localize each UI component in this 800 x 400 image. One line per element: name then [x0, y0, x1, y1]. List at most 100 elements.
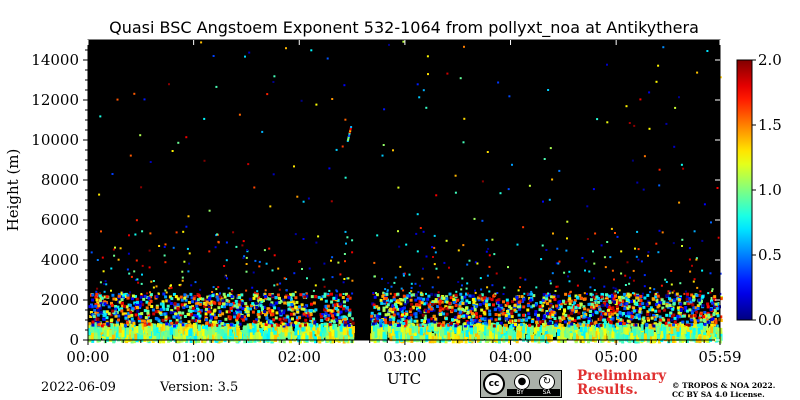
data-cell [559, 305, 563, 309]
data-cell [206, 327, 210, 335]
data-cell [634, 309, 638, 312]
data-cell [235, 305, 239, 309]
data-cell [209, 335, 212, 343]
data-cell [471, 298, 475, 301]
data-cell [98, 306, 102, 310]
data-cell [185, 335, 189, 343]
data-cell [497, 81, 500, 84]
data-cell [497, 324, 501, 332]
data-cell [599, 299, 603, 302]
data-cell [646, 310, 650, 314]
data-cell [597, 297, 600, 300]
data-cell [557, 335, 561, 343]
data-cell [545, 249, 548, 251]
data-cell [648, 127, 651, 130]
data-cell [168, 287, 171, 290]
data-cell [487, 322, 491, 326]
data-cell [91, 320, 95, 324]
data-cell [591, 334, 595, 342]
data-cell [274, 334, 278, 342]
data-cell [285, 47, 287, 50]
data-cell [438, 302, 442, 306]
data-cell [379, 321, 382, 325]
data-cell [310, 49, 313, 52]
data-cell [452, 298, 456, 302]
data-cell [623, 307, 627, 311]
data-cell [397, 332, 401, 340]
data-cell [416, 213, 419, 216]
data-cell [310, 302, 313, 306]
data-cell [522, 313, 525, 317]
data-cell [608, 315, 612, 319]
data-cell [131, 307, 135, 311]
data-cell [300, 303, 304, 307]
data-cell [409, 313, 413, 317]
data-cell [345, 306, 349, 310]
data-cell [385, 324, 388, 332]
data-cell [507, 328, 511, 336]
data-cell [457, 335, 461, 343]
data-cell [223, 305, 227, 309]
data-cell [118, 300, 122, 304]
x-tick-label: 02:00 [278, 348, 321, 366]
data-cell [183, 334, 186, 342]
data-cell [249, 307, 252, 311]
data-cell [553, 317, 557, 320]
data-cell [433, 320, 437, 324]
data-cell [618, 310, 622, 314]
data-cell [184, 298, 188, 302]
data-cell [573, 301, 577, 305]
data-cell [548, 198, 551, 201]
data-cell [121, 323, 125, 331]
data-cell [234, 324, 238, 331]
data-cell [381, 154, 384, 157]
data-cell [422, 267, 424, 270]
data-cell [537, 323, 541, 327]
data-cell [292, 312, 296, 316]
data-cell [241, 244, 244, 247]
data-cell [103, 290, 106, 293]
data-cell [432, 308, 436, 312]
data-cell [542, 322, 545, 326]
data-cell [162, 307, 166, 311]
data-cell [319, 297, 323, 301]
data-cell [225, 241, 228, 244]
data-cell [423, 323, 427, 327]
data-cell [460, 288, 463, 291]
data-cell [114, 297, 118, 301]
colorbar-tick-label: 0.5 [758, 246, 782, 264]
data-cell [681, 323, 684, 327]
data-cell [348, 134, 350, 137]
data-cell [330, 309, 334, 313]
data-cell [258, 265, 261, 268]
data-cell [690, 311, 694, 315]
data-cell [629, 317, 633, 321]
data-cell [428, 332, 432, 340]
data-cell [504, 317, 508, 321]
data-cell [713, 323, 717, 327]
data-cell [606, 121, 609, 124]
data-cell [557, 329, 560, 336]
data-cell [405, 296, 409, 300]
data-cell [498, 325, 502, 333]
data-cell [188, 262, 191, 265]
data-cell [130, 317, 134, 321]
data-cell [655, 80, 658, 83]
data-cell [285, 289, 288, 292]
data-cell [616, 306, 619, 310]
data-cell [419, 292, 423, 296]
data-cell [657, 251, 660, 254]
data-cell [183, 315, 187, 318]
data-cell [101, 325, 105, 333]
data-cell [239, 331, 242, 339]
data-cell [402, 40, 405, 43]
data-cell [189, 329, 193, 337]
data-cell [406, 325, 409, 333]
data-cell [323, 292, 327, 296]
data-cell [621, 300, 625, 304]
data-cell [488, 265, 491, 268]
data-cell [185, 328, 189, 336]
data-cell [684, 306, 688, 309]
data-cell [549, 279, 552, 282]
data-cell [614, 332, 618, 340]
